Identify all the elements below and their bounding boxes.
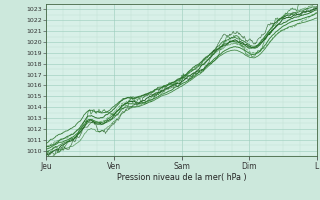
X-axis label: Pression niveau de la mer( hPa ): Pression niveau de la mer( hPa ) <box>117 173 246 182</box>
